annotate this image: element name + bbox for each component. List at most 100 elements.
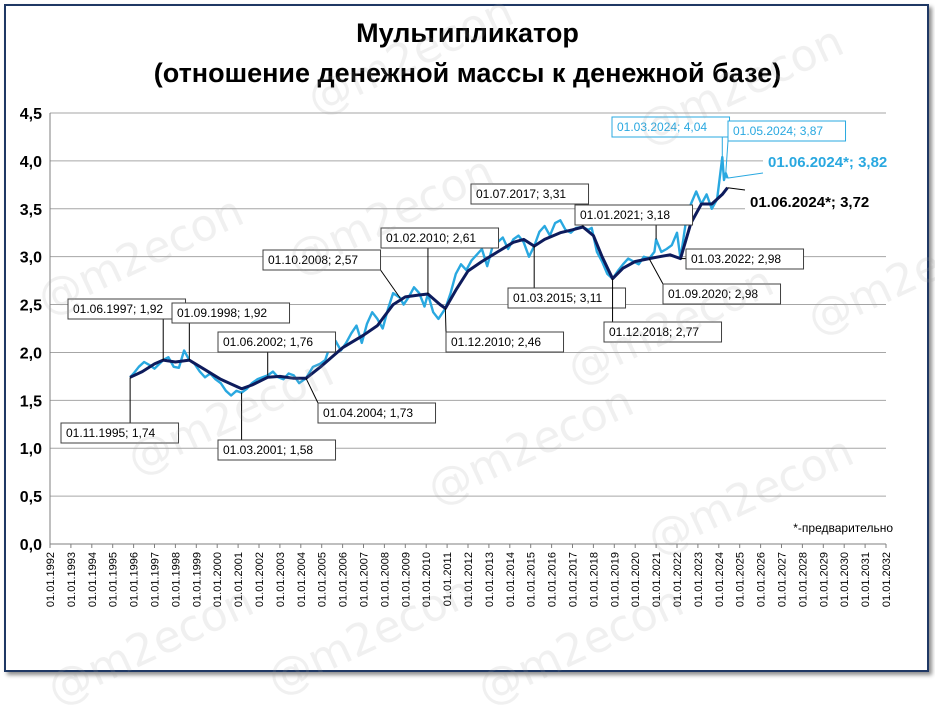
annotation-box xyxy=(662,283,782,305)
annotations: 01.11.1995; 1,74 01.06.1997; 1,92 01.09.19… xyxy=(60,116,926,461)
x-tick-label: 01.01.1996 xyxy=(129,552,141,607)
y-tick-label: 4,0 xyxy=(20,154,42,171)
annotation-box xyxy=(380,227,500,249)
annotation-leader xyxy=(444,308,447,333)
x-tick-label: 01.01.2019 xyxy=(609,552,621,607)
annotation-a2021: 01.01.2021; 3,18 xyxy=(580,208,670,222)
y-tick-label: 1,5 xyxy=(20,393,42,410)
x-tick-label: 01.01.2031 xyxy=(860,552,872,607)
y-tick-label: 4,5 xyxy=(20,106,42,123)
annotation-a2022: 01.03.2022; 2,98 xyxy=(691,252,781,266)
x-tick-label: 01.01.2028 xyxy=(797,552,809,607)
x-tick-label: 01.01.2006 xyxy=(338,552,350,607)
x-tick-label: 01.01.2022 xyxy=(672,552,684,607)
annotation-a1998: 01.09.1998; 1,92 xyxy=(177,306,267,320)
annotation-box xyxy=(317,402,437,424)
x-tick-label: 01.01.2004 xyxy=(296,552,308,607)
annotation-a2001: 01.03.2001; 1,58 xyxy=(223,443,313,457)
y-tick-label: 2,5 xyxy=(20,298,42,315)
x-tick-labels: 01.01.1992 01.01.1993 01.01.1994 01.01.1995… xyxy=(45,544,893,607)
y-tick-label: 0,0 xyxy=(20,537,42,554)
x-tick-label: 01.01.1997 xyxy=(150,552,162,607)
annotation-box xyxy=(60,422,180,444)
annotation-box xyxy=(217,439,337,461)
annotation-leader xyxy=(380,269,401,299)
annotation-a1995: 01.11.1995; 1,74 xyxy=(66,426,156,440)
x-tick-label: 01.01.2015 xyxy=(526,552,538,607)
x-tick-label: 01.01.2026 xyxy=(756,552,768,607)
annotation-box xyxy=(685,248,805,270)
x-tick-label: 01.01.2007 xyxy=(359,552,371,607)
x-tick-label: 01.01.2013 xyxy=(484,552,496,607)
annotation-a2015: 01.03.2015; 3,11 xyxy=(513,291,603,305)
annotation-a2024j: 01.06.2024*; 3,82 xyxy=(768,154,887,171)
x-tick-label: 01.01.1993 xyxy=(66,552,78,607)
annotation-leader xyxy=(648,258,664,285)
x-tick-label: 01.01.2023 xyxy=(693,552,705,607)
x-tick-label: 01.01.2003 xyxy=(275,552,287,607)
x-tick-label: 01.01.1992 xyxy=(45,552,57,607)
x-tick-label: 01.01.2012 xyxy=(463,552,475,607)
annotation-a2002: 01.06.2002; 1,76 xyxy=(223,335,313,349)
x-tick-label: 01.01.1999 xyxy=(191,552,203,607)
line-chart: 0,0 0,5 1,0 1,5 2,0 2,5 3,0 3,5 4,0 4,5 01.01.199… xyxy=(19,106,926,608)
annotation-box xyxy=(445,331,565,353)
x-tick-label: 01.01.2009 xyxy=(400,552,412,607)
annotation-a2018: 01.12.2018; 2,77 xyxy=(609,325,699,339)
annotation-leader xyxy=(725,140,729,174)
annotation-box xyxy=(727,120,847,142)
x-tick-label: 01.01.1995 xyxy=(108,552,120,607)
annotation-box xyxy=(745,190,908,213)
annotation-a2010b: 01.12.2010; 2,46 xyxy=(451,335,541,349)
chart-title: Мультипликатор xyxy=(356,18,579,48)
series-smoothed-line xyxy=(129,186,729,391)
y-tick-label: 3,5 xyxy=(20,202,42,219)
x-tick-label: 01.01.2029 xyxy=(818,552,830,607)
annotation-leader xyxy=(727,172,764,179)
x-tick-label: 01.01.2032 xyxy=(881,552,893,607)
x-tick-label: 01.01.2025 xyxy=(735,552,747,607)
x-tick-label: 01.01.2001 xyxy=(233,552,245,607)
y-tick-label: 3,0 xyxy=(20,250,42,267)
annotation-a2017: 01.07.2017; 3,31 xyxy=(476,187,566,201)
x-tick-label: 01.01.2016 xyxy=(547,552,559,607)
x-tick-label: 01.01.2008 xyxy=(379,552,391,607)
annotation-a2008: 01.10.2008; 2,57 xyxy=(268,253,358,267)
y-tick-label: 0,5 xyxy=(20,489,42,506)
x-tick-label: 01.01.1998 xyxy=(170,552,182,607)
x-tick-label: 01.01.1994 xyxy=(87,552,99,607)
x-tick-label: 01.01.2018 xyxy=(588,552,600,607)
annotation-box xyxy=(262,249,382,271)
footnote: *-предварительно xyxy=(793,521,893,535)
chart-subtitle: (отношение денежной массы к денежной баз… xyxy=(153,58,782,88)
annotation-a1997: 01.06.1997; 1,92 xyxy=(73,302,163,316)
annotation-a2004: 01.04.2004; 1,73 xyxy=(323,406,413,420)
x-tick-label: 01.01.2010 xyxy=(421,552,433,607)
annotation-leader xyxy=(305,378,319,404)
annotation-leader xyxy=(727,187,746,191)
x-tick-label: 01.01.2002 xyxy=(254,552,266,607)
annotation-box xyxy=(171,302,291,324)
annotation-a2024m: 01.03.2024; 4,04 xyxy=(617,120,707,134)
x-tick-label: 01.01.2000 xyxy=(212,552,224,607)
x-tick-label: 01.01.2020 xyxy=(630,552,642,607)
annotation-a2024s: 01.06.2024*; 3,72 xyxy=(750,194,869,211)
annotation-a2010a: 01.02.2010; 2,61 xyxy=(386,231,476,245)
annotation-box xyxy=(470,183,590,205)
y-tick-label: 2,0 xyxy=(20,345,42,362)
x-tick-label: 01.01.2011 xyxy=(442,552,454,606)
y-tick-label: 1,0 xyxy=(20,441,42,458)
x-tick-label: 01.01.2017 xyxy=(568,552,580,607)
x-tick-label: 01.01.2005 xyxy=(317,552,329,607)
annotation-a2020: 01.09.2020; 2,98 xyxy=(668,287,758,301)
x-tick-label: 01.01.2030 xyxy=(839,552,851,607)
x-tick-label: 01.01.2027 xyxy=(777,552,789,607)
x-tick-label: 01.01.2024 xyxy=(714,552,726,607)
x-tick-label: 01.01.2021 xyxy=(651,552,663,607)
x-tick-label: 01.01.2014 xyxy=(505,552,517,607)
annotation-box xyxy=(507,287,627,309)
annotation-box xyxy=(574,204,694,226)
y-tick-labels: 0,0 0,5 1,0 1,5 2,0 2,5 3,0 3,5 4,0 4,5 xyxy=(20,106,42,554)
annotation-box xyxy=(763,150,926,173)
annotation-a2024y: 01.05.2024; 3,87 xyxy=(733,124,823,138)
